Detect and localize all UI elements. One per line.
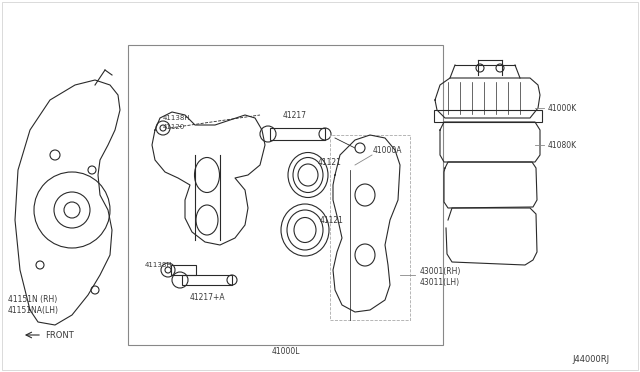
Bar [171, 265, 196, 275]
Text: FRONT: FRONT [45, 330, 74, 340]
Text: 41000L: 41000L [271, 346, 300, 356]
Text: 41151N (RH)
41151NA(LH): 41151N (RH) 41151NA(LH) [8, 295, 59, 315]
Text: J44000RJ: J44000RJ [572, 356, 609, 365]
Bar [434, 110, 542, 122]
Text: 43001(RH)
43011(LH): 43001(RH) 43011(LH) [420, 267, 461, 287]
Text: 41121: 41121 [318, 157, 342, 167]
Text: 41000K: 41000K [548, 103, 577, 112]
Bar [182, 275, 232, 285]
Text: 41217: 41217 [283, 110, 307, 119]
Text: 41080K: 41080K [548, 141, 577, 150]
Bar [128, 45, 443, 345]
Text: 41138H: 41138H [145, 262, 173, 268]
Text: 41120: 41120 [163, 124, 185, 130]
Text: 41000A: 41000A [373, 145, 403, 154]
Bar [270, 128, 325, 140]
Text: 41217+A: 41217+A [190, 294, 226, 302]
Text: 41121: 41121 [320, 215, 344, 224]
Bar [330, 135, 410, 320]
Text: 41138H: 41138H [163, 115, 191, 121]
